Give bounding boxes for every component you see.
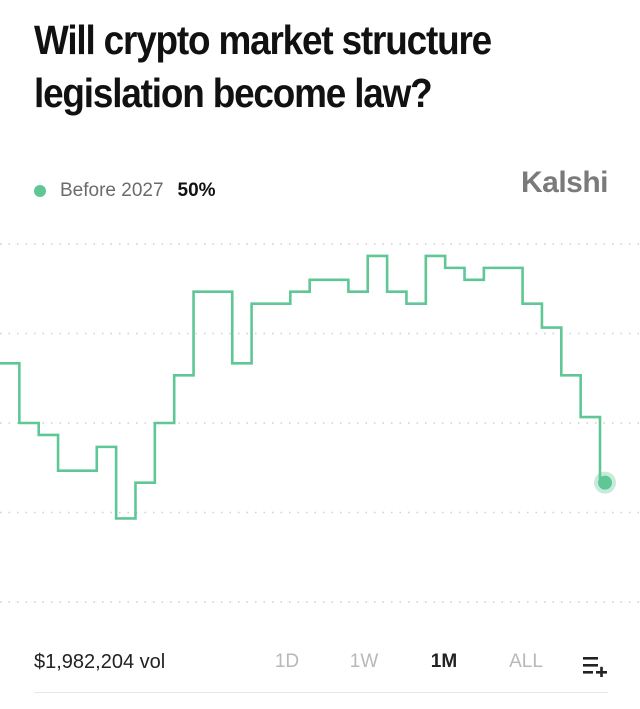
tab-1d[interactable]: 1D [274, 651, 300, 672]
volume-label: $1,982,204 vol [34, 651, 166, 673]
chart-series [0, 254, 616, 520]
tab-1w[interactable]: 1W [349, 651, 379, 672]
chart-footer: $1,982,204 vol 1D 1W 1M ALL [0, 645, 640, 685]
series-dot-icon [34, 185, 46, 197]
tab-all[interactable]: ALL [509, 651, 543, 672]
legend-value: 50% [177, 180, 216, 201]
page-title: Will crypto market structure legislation… [34, 17, 492, 116]
tab-1m[interactable]: 1M [430, 651, 458, 672]
current-point [598, 475, 612, 490]
chart-grid [0, 243, 640, 603]
legend-label: Before 2027 [60, 180, 164, 201]
series-line [0, 254, 604, 520]
price-chart [0, 243, 640, 603]
footer-divider [34, 692, 608, 693]
brand-logo: Kalshi [520, 166, 609, 199]
chart-legend: Before 2027 50% [34, 178, 216, 204]
add-to-list-icon[interactable] [583, 655, 607, 677]
